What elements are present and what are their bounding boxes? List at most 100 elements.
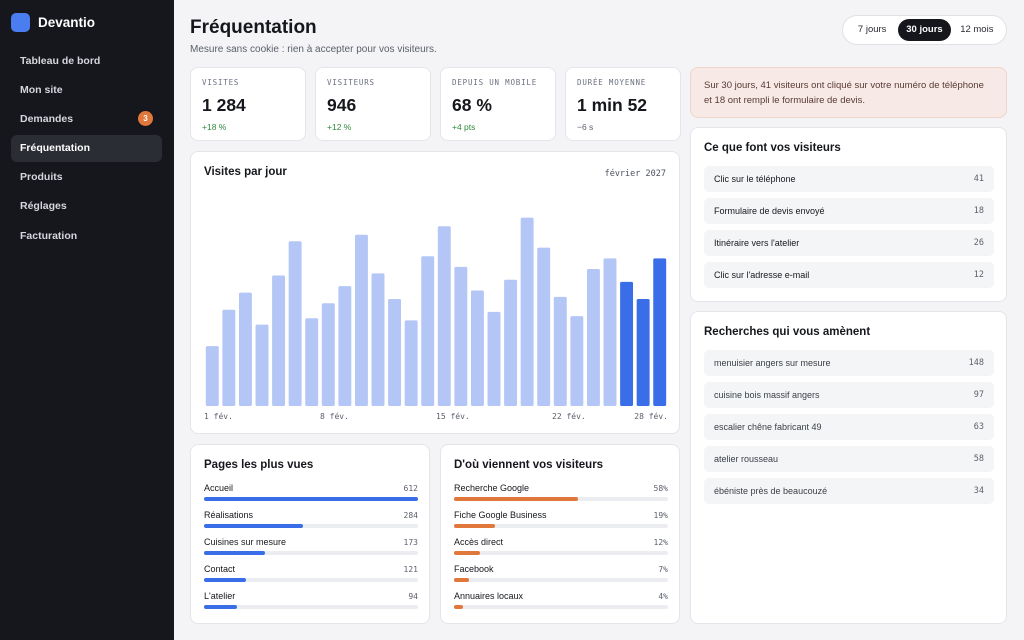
visitor-actions-list: Clic sur le téléphone 41 Formulaire de dev… — [704, 166, 994, 294]
chart-bar[interactable] — [570, 316, 584, 406]
chart-bar[interactable] — [520, 217, 534, 406]
search-queries-list: menuisier angers sur mesure 148 cuisine bo… — [704, 350, 994, 510]
visits-bar-chart: 1 fév. 8 fév. 15 fév. 22 fév. 28 fév. — [204, 217, 668, 421]
chart-bar[interactable] — [586, 269, 600, 406]
brand-name: Devantio — [38, 15, 96, 30]
row-label: Itinéraire vers l'atelier — [714, 238, 800, 248]
range-option[interactable]: 7 jours — [857, 24, 887, 35]
visitor-action-row[interactable]: Clic sur l'adresse e-mail 12 — [704, 262, 994, 288]
chart-title: Visites par jour — [204, 166, 287, 178]
chart-bar[interactable] — [255, 324, 269, 406]
progress-fill — [204, 578, 247, 582]
chart-bar[interactable] — [487, 311, 501, 406]
bar-list-item-header: Contact 121 — [204, 564, 418, 574]
row-count: 12 — [973, 270, 984, 280]
row-count: 63 — [973, 422, 984, 432]
chart-bar[interactable] — [620, 281, 634, 406]
bar-list-item-label: L'atelier — [204, 591, 236, 601]
chart-bar[interactable] — [504, 279, 518, 406]
bar-list-item[interactable]: Recherche Google 58% — [454, 483, 668, 510]
visits-chart-card: 1 fév. 8 fév. 15 fév. 22 fév. 28 fév. Visite… — [190, 151, 680, 434]
chart-bar[interactable] — [404, 320, 418, 406]
chart-bar[interactable] — [421, 256, 435, 406]
sidebar-item-label: Mon site — [20, 83, 63, 96]
bar-list-item-label: Fiche Google Business — [454, 510, 547, 520]
progress-track — [454, 578, 668, 582]
sidebar-item-produits[interactable]: Produits — [11, 164, 162, 191]
bar-list-item-header: Réalisations 284 — [204, 510, 418, 520]
progress-fill — [204, 524, 304, 528]
bar-list-item[interactable]: Fiche Google Business 19% — [454, 510, 668, 537]
bar-list-item-value: 94 — [408, 591, 418, 601]
chart-bar[interactable] — [238, 292, 252, 406]
chart-bar[interactable] — [321, 303, 335, 406]
bar-list-item-label: Contact — [204, 564, 236, 574]
kpi-label: Visiteurs — [327, 78, 375, 87]
progress-fill — [204, 551, 265, 555]
chart-bar[interactable] — [553, 296, 567, 406]
bar-list-item[interactable]: L'atelier 94 — [204, 591, 418, 618]
visitor-actions-card: Ce que font vos visiteurs Clic sur le té… — [690, 127, 1007, 302]
bar-list-item[interactable]: Accueil 612 — [204, 483, 418, 510]
search-query-row[interactable]: cuisine bois massif angers 97 — [704, 382, 994, 408]
visitor-action-row[interactable]: Clic sur le téléphone 41 — [704, 166, 994, 192]
bar-list-item[interactable]: Contact 121 — [204, 564, 418, 591]
sidebar-item-tableau-de-bord[interactable]: Tableau de bord — [11, 47, 162, 74]
notification-badge: 3 — [138, 111, 153, 127]
row-label: Clic sur l'adresse e-mail — [714, 270, 810, 280]
progress-track — [204, 551, 418, 555]
chart-bar[interactable] — [205, 346, 219, 406]
chart-bar[interactable] — [603, 258, 617, 406]
row-count: 34 — [973, 486, 984, 496]
chart-bar[interactable] — [653, 258, 667, 406]
bar-list-item[interactable]: Accès direct 12% — [454, 537, 668, 564]
progress-fill — [454, 551, 480, 555]
visitor-action-row[interactable]: Formulaire de devis envoyé 18 — [704, 198, 994, 224]
search-query-row[interactable]: atelier rousseau 58 — [704, 446, 994, 472]
progress-track — [204, 524, 418, 528]
chart-bar[interactable] — [338, 286, 352, 406]
sidebar-item-facturation[interactable]: Facturation — [11, 222, 162, 249]
sidebar-item-demandes[interactable]: Demandes 3 — [11, 105, 162, 132]
bar-list-item[interactable]: Facebook 7% — [454, 564, 668, 591]
search-query-row[interactable]: menuisier angers sur mesure 148 — [704, 350, 994, 376]
bar-list-item[interactable]: Annuaires locaux 4% — [454, 591, 668, 618]
chart-bar[interactable] — [636, 299, 650, 406]
brand-logo-icon — [11, 13, 30, 32]
bar-list-item-header: Accès direct 12% — [454, 537, 668, 547]
chart-bar[interactable] — [371, 273, 385, 406]
progress-track — [454, 497, 668, 501]
search-query-row[interactable]: ébéniste près de beaucouzé 34 — [704, 478, 994, 504]
chart-bar[interactable] — [537, 247, 551, 406]
range-option[interactable]: 30 jours — [898, 19, 951, 41]
brand[interactable]: Devantio — [11, 13, 95, 32]
chart-bar[interactable] — [454, 266, 468, 406]
chart-bar[interactable] — [305, 318, 319, 406]
bar-list-item-header: Fiche Google Business 19% — [454, 510, 668, 520]
chart-bar[interactable] — [354, 234, 368, 406]
bar-list-item[interactable]: Réalisations 284 — [204, 510, 418, 537]
kpi-card-visiteurs: Visiteurs 946 +12 % — [315, 67, 431, 141]
search-queries-card: Recherches qui vous amènent menuisier an… — [690, 311, 1007, 624]
visitor-action-row[interactable]: Itinéraire vers l'atelier 26 — [704, 230, 994, 256]
bar-list-item-label: Recherche Google — [454, 483, 530, 493]
chart-bar[interactable] — [437, 226, 451, 406]
range-option[interactable]: 12 mois — [960, 24, 994, 35]
kpi-card-visites: Visites 1 284 +18 % — [190, 67, 306, 141]
chart-bar[interactable] — [388, 299, 402, 406]
row-label: escalier chêne fabricant 49 — [714, 422, 822, 432]
sources-title: D'où viennent vos visiteurs — [454, 459, 604, 471]
search-query-row[interactable]: escalier chêne fabricant 49 63 — [704, 414, 994, 440]
chart-bar[interactable] — [272, 275, 286, 406]
bar-list-item[interactable]: Cuisines sur mesure 173 — [204, 537, 418, 564]
row-label: menuisier angers sur mesure — [714, 358, 831, 368]
row-label: Clic sur le téléphone — [714, 174, 796, 184]
chart-bar[interactable] — [222, 309, 236, 406]
chart-bar[interactable] — [288, 241, 302, 406]
kpi-value: 1 min 52 — [577, 95, 648, 115]
sidebar-item-frequentation[interactable]: Fréquentation — [11, 134, 162, 162]
row-label: atelier rousseau — [714, 454, 779, 464]
sidebar-item-mon-site[interactable]: Mon site — [11, 76, 162, 103]
chart-bar[interactable] — [470, 290, 484, 406]
sidebar-item-reglages[interactable]: Réglages — [11, 193, 162, 220]
